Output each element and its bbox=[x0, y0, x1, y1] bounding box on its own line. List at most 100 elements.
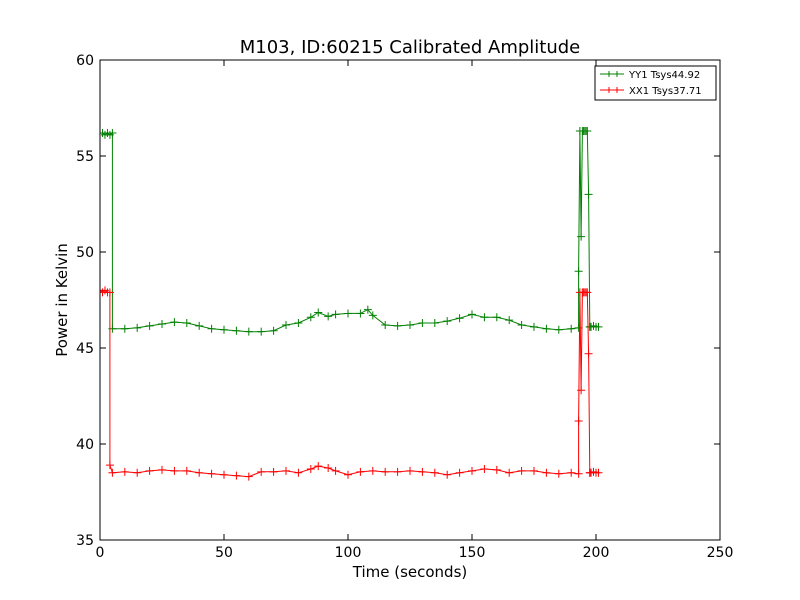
legend-box bbox=[594, 65, 717, 101]
series-1-point-4 bbox=[105, 288, 114, 297]
legend: YY1 Tsys44.92 XX1 Tsys37.71 bbox=[594, 65, 717, 101]
series-1-point-14 bbox=[207, 469, 216, 478]
series-1-point-27 bbox=[356, 467, 365, 476]
series-layer bbox=[100, 127, 603, 481]
series-0-point-32 bbox=[406, 320, 414, 329]
series-0-point-15 bbox=[220, 325, 228, 334]
series-1-point-28 bbox=[368, 466, 377, 475]
series-0-point-26 bbox=[344, 309, 352, 318]
series-1-point-48 bbox=[577, 386, 586, 395]
y-tick-label-4: 55 bbox=[76, 149, 94, 165]
x-tick-label-2: 100 bbox=[335, 545, 362, 561]
series-1-point-36 bbox=[468, 466, 476, 475]
series-1-point-16 bbox=[232, 471, 241, 480]
series-0-point-30 bbox=[381, 320, 390, 329]
x-tick-label-4: 200 bbox=[583, 545, 610, 561]
series-1-point-20 bbox=[282, 466, 290, 475]
series-1-point-7 bbox=[120, 467, 129, 476]
series-1-point-40 bbox=[517, 466, 526, 475]
legend-marker-yy1 bbox=[606, 71, 620, 77]
series-0-point-38 bbox=[480, 313, 489, 322]
series-0-point-35 bbox=[443, 317, 452, 326]
series-1-point-26 bbox=[344, 470, 352, 479]
series-0-point-13 bbox=[195, 321, 204, 330]
series-0-point-8 bbox=[133, 323, 142, 332]
series-markers-0 bbox=[100, 127, 603, 336]
series-0-point-27 bbox=[356, 309, 365, 318]
series-0-point-9 bbox=[145, 321, 154, 330]
series-1-point-35 bbox=[455, 468, 464, 477]
y-tick-label-1: 40 bbox=[76, 437, 94, 453]
series-1-point-31 bbox=[406, 466, 414, 475]
series-1-point-37 bbox=[480, 464, 489, 473]
x-tick-label-5: 250 bbox=[707, 545, 734, 561]
series-1-point-29 bbox=[381, 467, 390, 476]
series-1-point-9 bbox=[145, 466, 154, 475]
series-1-point-34 bbox=[443, 470, 452, 479]
series-1-point-17 bbox=[244, 472, 253, 481]
series-0-point-61 bbox=[594, 322, 603, 331]
series-1-point-8 bbox=[133, 468, 142, 477]
series-1-point-38 bbox=[492, 465, 501, 474]
y-tick-label-5: 60 bbox=[76, 53, 94, 69]
series-0-point-23 bbox=[314, 308, 323, 317]
series-0-point-29 bbox=[368, 311, 377, 320]
x-tick-label-0: 0 bbox=[96, 545, 105, 561]
series-1-point-21 bbox=[294, 468, 303, 477]
series-0-point-31 bbox=[393, 321, 402, 330]
series-0-point-14 bbox=[207, 324, 216, 333]
series-0-point-54 bbox=[583, 127, 592, 136]
series-1-point-24 bbox=[324, 464, 333, 472]
series-0-point-17 bbox=[244, 327, 253, 336]
series-0-point-11 bbox=[170, 318, 179, 327]
series-0-point-45 bbox=[567, 324, 576, 333]
series-1-point-43 bbox=[554, 469, 563, 478]
series-1-point-33 bbox=[430, 468, 439, 477]
series-1-point-25 bbox=[331, 466, 340, 475]
legend-entry-xx1: XX1 Tsys37.71 bbox=[600, 86, 702, 97]
series-1-point-12 bbox=[182, 466, 191, 475]
series-0-point-42 bbox=[530, 322, 538, 331]
series-1-point-30 bbox=[393, 467, 402, 476]
series-1-point-5 bbox=[105, 461, 114, 470]
series-0-point-25 bbox=[331, 310, 340, 319]
series-1-point-10 bbox=[158, 465, 166, 474]
series-0-point-16 bbox=[232, 326, 241, 335]
series-1-point-39 bbox=[505, 468, 514, 477]
series-0-point-12 bbox=[182, 319, 191, 328]
y-tick-label-0: 35 bbox=[76, 533, 94, 549]
series-0-point-24 bbox=[324, 312, 333, 321]
ticks-layer: 0 50 100 150 200 250 35 40 45 50 55 60 bbox=[76, 53, 733, 561]
series-1-point-6 bbox=[108, 468, 117, 477]
x-axis-label: Time (seconds) bbox=[352, 563, 468, 581]
series-1-point-46 bbox=[574, 416, 583, 425]
plot-frame bbox=[99, 59, 721, 541]
y-tick-label-2: 45 bbox=[76, 341, 94, 357]
series-1-point-53 bbox=[583, 288, 592, 297]
series-markers-1 bbox=[100, 286, 603, 481]
series-0-point-49 bbox=[577, 232, 586, 241]
series-1-point-54 bbox=[584, 349, 593, 358]
series-1-point-60 bbox=[594, 468, 603, 477]
series-0-point-37 bbox=[468, 310, 476, 319]
y-tick-label-3: 50 bbox=[76, 245, 94, 261]
series-0-point-36 bbox=[455, 314, 464, 323]
series-0-point-5 bbox=[108, 128, 117, 137]
series-0-point-21 bbox=[294, 319, 303, 328]
series-0-point-39 bbox=[492, 313, 501, 322]
series-1 bbox=[100, 286, 603, 481]
series-0-point-22 bbox=[306, 313, 315, 322]
series-0-point-7 bbox=[120, 324, 129, 333]
series-1-point-22 bbox=[306, 464, 315, 473]
series-0-point-46 bbox=[574, 323, 583, 332]
series-1-point-41 bbox=[530, 466, 538, 475]
series-1-point-45 bbox=[574, 469, 583, 478]
series-1-point-42 bbox=[542, 468, 551, 477]
x-tick-label-3: 150 bbox=[459, 545, 486, 561]
series-0-point-43 bbox=[542, 324, 551, 333]
series-0-point-47 bbox=[574, 267, 583, 276]
series-0-point-33 bbox=[418, 319, 427, 328]
series-1-point-15 bbox=[220, 470, 228, 479]
series-0-point-18 bbox=[257, 327, 266, 336]
